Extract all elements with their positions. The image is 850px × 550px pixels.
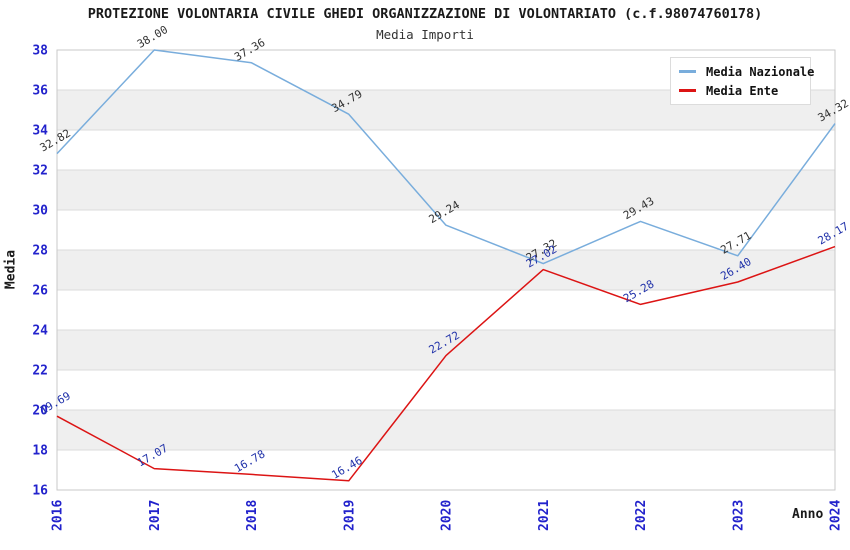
background-band xyxy=(57,330,835,370)
x-tick-label: 2021 xyxy=(537,500,552,531)
x-tick-label: 2020 xyxy=(440,500,455,531)
y-tick-label: 16 xyxy=(32,484,48,499)
x-tick-label: 2024 xyxy=(829,500,844,531)
background-band xyxy=(57,210,835,250)
legend-label-nazionale: Media Nazionale xyxy=(706,64,815,79)
x-tick-label: 2016 xyxy=(51,500,66,531)
x-tick-label: 2017 xyxy=(148,500,163,531)
series-line-media-ente xyxy=(56,245,836,482)
series-line-media-nazionale xyxy=(56,49,836,265)
y-tick-label: 38 xyxy=(32,44,48,59)
legend-swatch-ente-icon xyxy=(679,89,696,92)
y-tick-label: 34 xyxy=(32,124,48,139)
x-tick-label: 2019 xyxy=(342,500,357,531)
background-band xyxy=(57,170,835,210)
y-tick-label: 30 xyxy=(32,204,48,219)
y-tick-label: 22 xyxy=(32,364,48,379)
y-axis-title: Media xyxy=(3,249,19,290)
plot-border xyxy=(56,49,836,491)
background-band xyxy=(57,410,835,450)
legend: Media Nazionale Media Ente xyxy=(670,57,814,105)
chart-title: PROTEZIONE VOLONTARIA CIVILE GHEDI ORGAN… xyxy=(87,6,763,22)
legend-entry-media-ente: Media Ente xyxy=(679,81,810,100)
x-tick-label: 2022 xyxy=(634,500,649,531)
y-tick-label: 26 xyxy=(32,284,48,299)
background-band xyxy=(57,250,835,290)
y-tick-label: 36 xyxy=(32,84,48,99)
y-tick-label: 20 xyxy=(32,404,48,419)
legend-swatch-nazionale-icon xyxy=(679,70,696,73)
background-band xyxy=(57,290,835,330)
y-tick-label: 28 xyxy=(32,244,48,259)
x-axis-title: Anno xyxy=(792,507,824,522)
x-tick-label: 2023 xyxy=(731,500,746,531)
background-band xyxy=(57,370,835,410)
x-tick-label: 2018 xyxy=(245,500,260,531)
chart-subtitle: Media Importi xyxy=(376,27,474,42)
legend-label-ente: Media Ente xyxy=(706,83,779,98)
y-tick-label: 18 xyxy=(32,444,48,459)
y-tick-label: 24 xyxy=(32,324,48,339)
y-tick-label: 32 xyxy=(32,164,48,179)
legend-entry-media-nazionale: Media Nazionale xyxy=(679,62,814,81)
background-band xyxy=(57,130,835,170)
